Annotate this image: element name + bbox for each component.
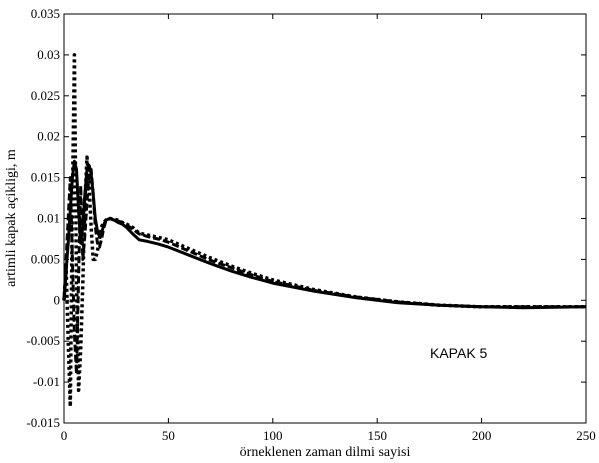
x-tick-label: 250 (576, 428, 596, 443)
y-tick-label: 0.025 (31, 88, 60, 103)
y-axis-ticks: -0.015 -0.01 -0.005 0 0.005 0.01 0.015 0.02 0.02… (26, 6, 586, 430)
series-layer (62, 53, 587, 409)
x-tick-label: 100 (263, 428, 283, 443)
x-tick-label: 50 (162, 428, 175, 443)
plot-frame (63, 13, 587, 424)
y-tick-label: 0.005 (31, 251, 60, 266)
y-tick-label: 0.03 (37, 47, 60, 62)
y-tick-label: 0 (54, 292, 61, 307)
series-line-dotted (62, 53, 586, 409)
kapak-annotation: KAPAK 5 (430, 345, 488, 361)
y-tick-label: -0.005 (26, 333, 60, 348)
y-tick-label: -0.015 (26, 415, 60, 430)
y-tick-label: 0.035 (31, 6, 60, 21)
y-tick-label: 0.02 (37, 129, 60, 144)
y-tick-label: 0.015 (31, 170, 60, 185)
x-tick-label: 0 (61, 428, 68, 443)
x-axis-label: örneklenen zaman dilmi sayisi (240, 445, 411, 460)
x-axis-ticks: 0 50 100 150 200 250 (61, 14, 596, 443)
y-tick-label: 0.01 (37, 211, 60, 226)
x-tick-label: 150 (367, 428, 387, 443)
y-axis-label: artimli kapak açikligi, m (4, 149, 19, 287)
x-tick-label: 200 (472, 428, 492, 443)
series-line-dashed (62, 167, 586, 376)
y-tick-label: -0.01 (33, 374, 60, 389)
